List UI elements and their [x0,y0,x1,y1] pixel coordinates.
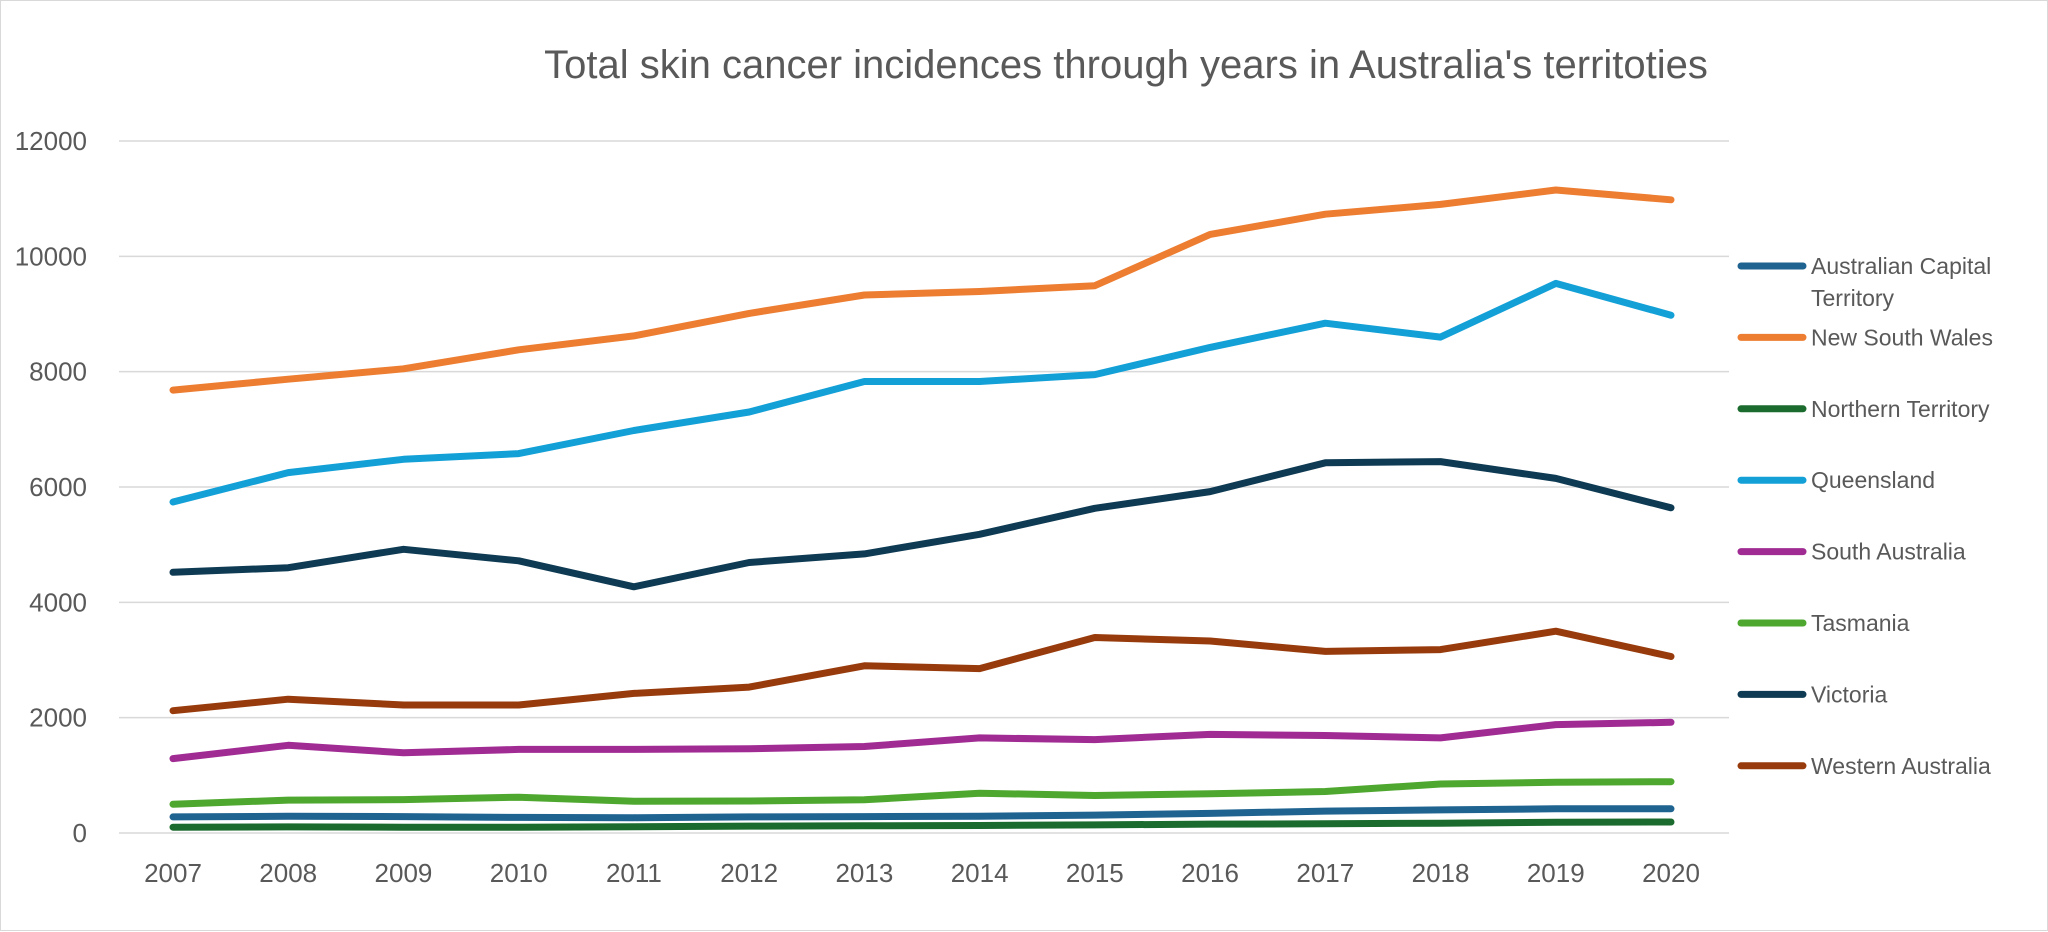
x-tick-label: 2013 [835,858,893,888]
x-tick-label: 2010 [490,858,548,888]
legend-label: New South Wales [1811,324,1993,350]
legend-label: Tasmania [1811,610,1910,636]
series-line [169,718,1675,763]
x-tick-label: 2007 [144,858,202,888]
y-axis-ticks: 0 2000 4000 6000 8000 10000 12000 [15,126,87,848]
y-tick-label: 0 [73,818,87,848]
series-line [169,805,1675,822]
x-tick-label: 2012 [720,858,778,888]
y-tick-label: 2000 [29,703,87,733]
x-tick-label: 2011 [606,858,662,888]
legend: Australian Capital Territory New South Wal… [1737,253,1993,779]
legend-label: Northern Territory [1811,396,1990,422]
series-line [169,186,1675,394]
series-lines [169,186,1675,831]
y-tick-label: 6000 [29,472,87,502]
chart-title: Total skin cancer incidences through yea… [544,43,1708,87]
x-tick-label: 2019 [1527,858,1585,888]
x-axis-ticks: 2007 2008 2009 2010 2011 2012 2013 2014 2015 2016… [144,858,1700,888]
x-tick-label: 2009 [375,858,433,888]
series-line [169,818,1675,831]
x-tick-label: 2008 [259,858,317,888]
legend-label: Australian Capital Territory [1811,253,1991,311]
legend-label: South Australia [1811,539,1966,565]
series-line [169,279,1675,506]
x-tick-label: 2014 [951,858,1009,888]
legend-label: Victoria [1811,681,1887,707]
x-tick-label: 2015 [1066,858,1124,888]
y-tick-label: 10000 [15,241,87,271]
y-tick-label: 12000 [15,126,87,156]
x-tick-label: 2016 [1181,858,1239,888]
y-tick-label: 8000 [29,357,87,387]
series-line [169,458,1675,591]
legend-label: Western Australia [1811,753,1991,779]
series-line [169,778,1675,808]
x-tick-label: 2020 [1642,858,1700,888]
x-tick-label: 2017 [1296,858,1354,888]
y-tick-label: 4000 [29,587,87,617]
series-line [169,627,1675,715]
legend-label: Queensland [1811,467,1935,493]
x-tick-label: 2018 [1412,858,1470,888]
